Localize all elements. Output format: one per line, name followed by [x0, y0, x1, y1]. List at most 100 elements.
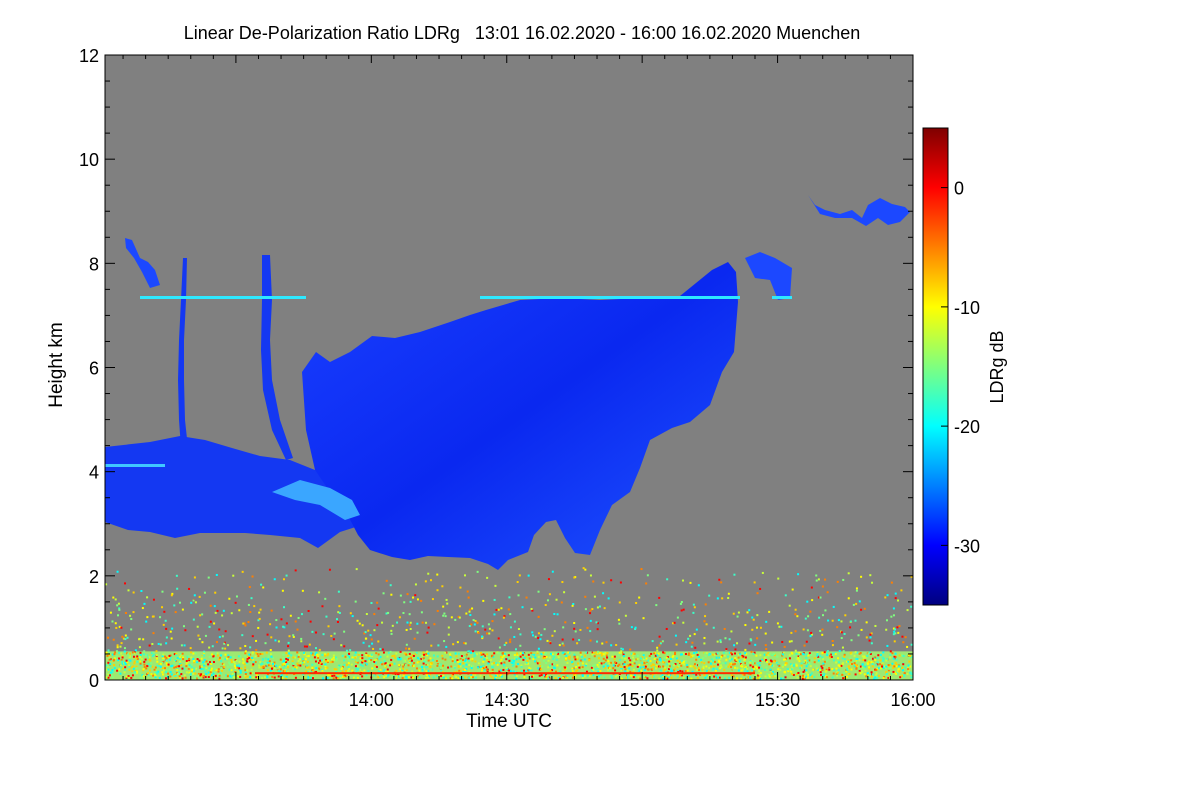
noise-pixel — [444, 658, 447, 661]
noise-speckle — [238, 609, 241, 612]
noise-pixel — [540, 674, 543, 677]
noise-pixel — [903, 673, 906, 676]
noise-pixel — [356, 661, 359, 664]
noise-pixel — [571, 661, 574, 664]
noise-pixel — [660, 659, 663, 662]
noise-pixel — [785, 662, 788, 665]
noise-pixel — [666, 663, 669, 666]
noise-pixel — [442, 676, 445, 679]
noise-pixel — [391, 663, 394, 666]
noise-pixel — [354, 656, 357, 659]
noise-speckle — [270, 609, 273, 612]
noise-pixel — [569, 677, 572, 680]
noise-speckle — [869, 574, 872, 577]
noise-pixel — [139, 672, 142, 675]
noise-pixel — [373, 674, 376, 677]
noise-pixel — [521, 653, 524, 656]
noise-pixel — [189, 672, 192, 675]
noise-speckle — [204, 634, 207, 637]
noise-speckle — [573, 621, 576, 624]
noise-pixel — [218, 677, 221, 680]
noise-pixel — [841, 662, 844, 665]
noise-pixel — [695, 673, 698, 676]
noise-speckle — [409, 627, 412, 630]
noise-pixel — [667, 665, 670, 668]
noise-pixel — [744, 656, 747, 659]
noise-speckle — [354, 600, 357, 603]
noise-pixel — [174, 675, 177, 678]
noise-pixel — [856, 658, 859, 661]
noise-pixel — [681, 659, 684, 662]
noise-pixel — [377, 653, 380, 656]
noise-pixel — [405, 675, 408, 678]
noise-pixel — [662, 677, 665, 680]
noise-pixel — [196, 677, 199, 680]
noise-pixel — [401, 677, 404, 680]
noise-pixel — [544, 673, 547, 676]
noise-speckle — [692, 611, 695, 614]
noise-speckle — [537, 647, 540, 650]
noise-pixel — [432, 654, 435, 657]
noise-pixel — [127, 675, 130, 678]
noise-speckle — [727, 597, 730, 600]
noise-pixel — [750, 677, 753, 680]
noise-pixel — [583, 658, 586, 661]
main-cirrus-cloud — [302, 262, 738, 570]
noise-pixel — [459, 662, 462, 665]
noise-speckle — [207, 576, 210, 579]
noise-pixel — [387, 651, 390, 654]
noise-speckle — [817, 596, 820, 599]
noise-pixel — [502, 652, 505, 655]
noise-speckle — [214, 611, 217, 614]
noise-pixel — [701, 668, 704, 671]
noise-speckle — [269, 648, 272, 651]
noise-speckle — [408, 624, 411, 627]
noise-pixel — [124, 668, 127, 671]
noise-speckle — [551, 570, 554, 573]
noise-pixel — [222, 657, 225, 660]
noise-pixel — [267, 656, 270, 659]
noise-speckle — [607, 597, 610, 600]
noise-pixel — [288, 658, 291, 661]
noise-pixel — [218, 658, 221, 661]
noise-speckle — [390, 632, 393, 635]
noise-pixel — [315, 667, 318, 670]
noise-pixel — [330, 661, 333, 664]
noise-pixel — [545, 655, 548, 658]
noise-speckle — [124, 612, 127, 615]
noise-pixel — [261, 662, 264, 665]
noise-speckle — [894, 632, 897, 635]
noise-speckle — [292, 634, 295, 637]
noise-pixel — [878, 663, 881, 666]
noise-pixel — [889, 673, 892, 676]
noise-pixel — [666, 652, 669, 655]
noise-speckle — [675, 643, 678, 646]
noise-speckle — [602, 592, 605, 595]
noise-speckle — [335, 618, 338, 621]
noise-speckle — [215, 573, 218, 576]
noise-pixel — [671, 655, 674, 658]
noise-pixel — [820, 665, 823, 668]
noise-pixel — [883, 676, 886, 679]
noise-pixel — [282, 653, 285, 656]
noise-pixel — [897, 668, 900, 671]
noise-pixel — [532, 658, 535, 661]
noise-pixel — [514, 670, 517, 673]
noise-pixel — [719, 657, 722, 660]
noise-pixel — [765, 659, 768, 662]
noise-pixel — [882, 657, 885, 660]
noise-pixel — [273, 661, 276, 664]
noise-pixel — [270, 667, 273, 670]
noise-speckle — [494, 584, 497, 587]
noise-pixel — [800, 662, 803, 665]
noise-pixel — [287, 657, 290, 660]
noise-pixel — [326, 676, 329, 679]
noise-pixel — [859, 652, 862, 655]
noise-pixel — [107, 673, 110, 676]
noise-pixel — [510, 661, 513, 664]
noise-pixel — [458, 660, 461, 663]
noise-speckle — [491, 620, 494, 623]
noise-pixel — [758, 666, 761, 669]
noise-speckle — [381, 621, 384, 624]
noise-pixel — [468, 676, 471, 679]
